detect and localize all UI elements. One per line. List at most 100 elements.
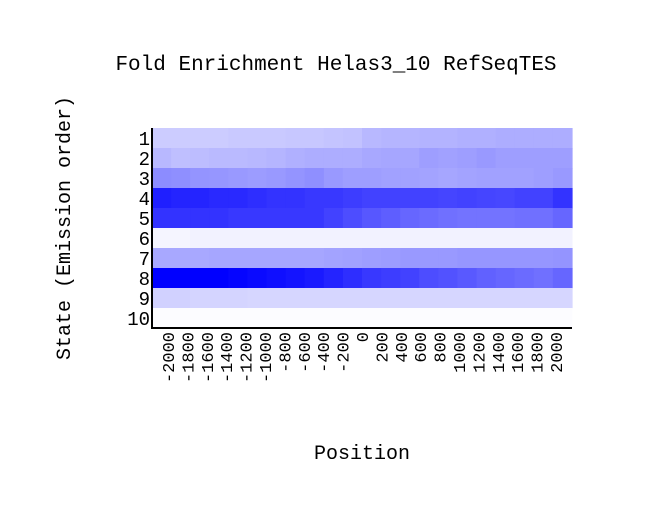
heatmap-cell [438, 168, 459, 189]
heatmap-cell [190, 208, 210, 229]
heatmap-cell [362, 168, 382, 189]
heatmap-cell [552, 208, 573, 229]
heatmap-cell [285, 128, 306, 149]
heatmap-cell [171, 188, 191, 209]
heatmap-cell [438, 188, 459, 209]
heatmap-cell [381, 228, 401, 249]
heatmap-cell [285, 308, 306, 329]
heatmap-cell [381, 188, 401, 209]
heatmap-cell [171, 208, 191, 229]
heatmap-cell [476, 248, 497, 269]
heatmap-cell [381, 208, 401, 229]
heatmap-cell [457, 248, 478, 269]
x-tick-label: 1400 [491, 332, 510, 373]
heatmap-cell [190, 128, 210, 149]
heatmap-cell [342, 148, 363, 169]
heatmap-cell [552, 248, 573, 269]
heatmap-cell [209, 128, 229, 149]
heatmap-cell [419, 308, 439, 329]
heatmap-cell [400, 208, 420, 229]
heatmap-cell [457, 128, 478, 149]
heatmap-cell [533, 268, 554, 289]
heatmap-cell [209, 188, 229, 209]
heatmap-cell [228, 148, 249, 169]
heatmap-cell [381, 128, 401, 149]
x-tick-label: -1000 [258, 332, 277, 383]
heatmap-cell [419, 268, 439, 289]
x-tick-label: 400 [394, 332, 413, 363]
heatmap-cell [209, 168, 229, 189]
x-tick-label: 1000 [452, 332, 471, 373]
heatmap-cell [228, 188, 249, 209]
heatmap-cell [381, 248, 401, 269]
heatmap-cell [266, 288, 287, 309]
heatmap-cell [209, 268, 229, 289]
heatmap-cell [209, 288, 229, 309]
heatmap-cell [247, 148, 268, 169]
heatmap-cell [495, 228, 516, 249]
heatmap-cell [323, 248, 344, 269]
heatmap-cell [495, 268, 516, 289]
x-tick-labels: -2000 -1800 -1600 -1400 -1200 -1000 -800 -600 -4… [161, 332, 568, 383]
heatmap-cell [247, 268, 268, 289]
heatmap-cell [285, 208, 306, 229]
heatmap-cell [285, 148, 306, 169]
heatmap-cell [323, 308, 344, 329]
heatmap-cell [438, 248, 459, 269]
heatmap-cell [266, 168, 287, 189]
y-tick-label: 2 [139, 149, 150, 171]
heatmap-cell [533, 128, 554, 149]
heatmap-cell [419, 248, 439, 269]
heatmap-cell [533, 228, 554, 249]
x-tick-label: 800 [433, 332, 452, 363]
heatmap-cell [304, 188, 325, 209]
x-tick-label: -1600 [200, 332, 219, 383]
heatmap-cell [552, 288, 573, 309]
heatmap-cell [400, 148, 420, 169]
heatmap-cell [190, 148, 210, 169]
heatmap-cell [476, 168, 497, 189]
heatmap-cell [190, 168, 210, 189]
heatmap-cell [190, 188, 210, 209]
heatmap-cell [362, 188, 382, 209]
heatmap-cell [419, 208, 439, 229]
heatmap-cell [419, 288, 439, 309]
heatmap-cell [152, 208, 172, 229]
heatmap-cell [323, 148, 344, 169]
heatmap-cell [533, 148, 554, 169]
heatmap-cell [228, 208, 249, 229]
heatmap-cell [342, 248, 363, 269]
heatmap-cell [552, 268, 573, 289]
x-tick-label: 200 [374, 332, 393, 363]
heatmap-cell [381, 268, 401, 289]
heatmap-cell [514, 148, 535, 169]
heatmap-cell [209, 248, 229, 269]
heatmap-cell [247, 188, 268, 209]
x-tick-label: 1800 [530, 332, 549, 373]
heatmap-cell [342, 188, 363, 209]
x-tick-label: -600 [297, 332, 316, 373]
heatmap-cell [171, 228, 191, 249]
heatmap-cell [323, 268, 344, 289]
y-tick-label: 7 [139, 249, 150, 271]
heatmap-cell [419, 188, 439, 209]
heatmap-cell [342, 128, 363, 149]
heatmap-cell [266, 268, 287, 289]
heatmap-cell [495, 168, 516, 189]
heatmap-cell [514, 188, 535, 209]
heatmap-cell [247, 208, 268, 229]
heatmap-cell [152, 168, 172, 189]
heatmap-cell [152, 188, 172, 209]
heatmap-cell [247, 228, 268, 249]
heatmap-cell [209, 148, 229, 169]
heatmap-cell [400, 128, 420, 149]
heatmap-cell [514, 208, 535, 229]
heatmap-cell [533, 308, 554, 329]
x-tick-label: 0 [355, 332, 374, 342]
heatmap-cell [438, 208, 459, 229]
heatmap-cell [247, 308, 268, 329]
heatmap-cell [323, 208, 344, 229]
heatmap-cell [266, 148, 287, 169]
heatmap-cell [304, 128, 325, 149]
